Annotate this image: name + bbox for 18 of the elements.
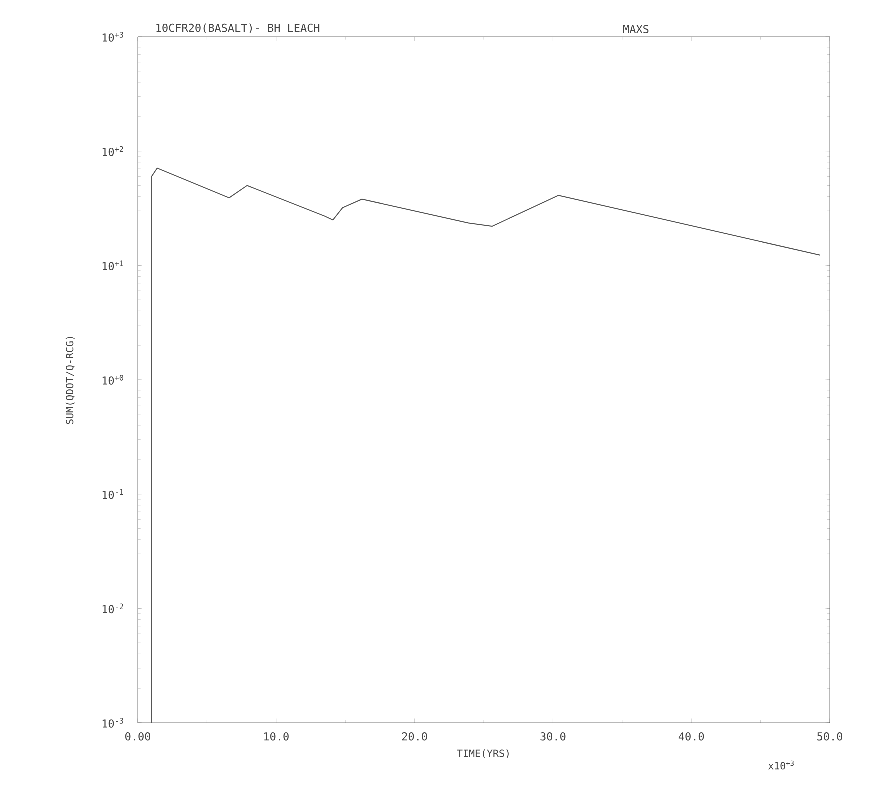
y-axis-title: SUM(QDOT/Q-RCG) [66,337,75,424]
text: x10$^{+3}$ [768,760,794,770]
y-tick-label: 10$^{-1}$ [102,489,124,500]
x-tick-label: 50.0 [818,732,842,741]
y-tick-label: 10$^{-2}$ [102,604,124,614]
chart-title: 10CFR20(BASALT)- BH LEACH [156,24,320,34]
x-tick-label: 20.0 [402,732,428,741]
x-axis-title: TIME(YRS) [457,750,509,758]
x-tick-label: 30.0 [540,732,566,741]
y-tick-label: 10$^{-3}$ [102,718,124,728]
chart-subtitle: MAXS [624,25,649,34]
y-tick-label: 10$^{+3}$ [102,32,124,42]
x-tick-label: 0.00 [126,732,150,741]
y-tick-label: 10$^{+0}$ [102,375,124,385]
x-tick-label: 40.0 [678,732,704,741]
y-tick-label: 10$^{+1}$ [102,260,124,271]
y-tick-label: 10$^{+2}$ [102,146,124,156]
x-tick-label: 10.0 [264,732,289,741]
